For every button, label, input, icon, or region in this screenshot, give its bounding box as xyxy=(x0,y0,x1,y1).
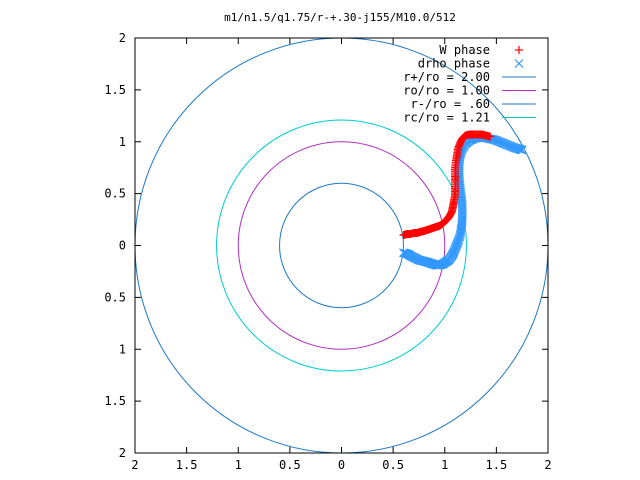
y-tick-label: 2 xyxy=(119,446,126,460)
circle-r-ro-60 xyxy=(279,182,404,309)
drho-phase-point xyxy=(457,205,467,215)
y-tick-label: 1 xyxy=(119,342,126,356)
drho-phase-point xyxy=(517,145,527,155)
legend-label-drho-phase: drho phase xyxy=(418,57,490,71)
chart-title: m1/n1.5/q1.75/r-+.30-j155/M10.0/512 xyxy=(224,11,456,24)
legend-marker-w-phase xyxy=(515,46,523,54)
drho-phase-point xyxy=(457,209,467,219)
drho-phase-point xyxy=(454,235,464,245)
x-tick-label: 0.5 xyxy=(382,458,404,472)
points-layer xyxy=(399,130,527,270)
x-tick-label: 1.5 xyxy=(486,458,508,472)
x-tick-label: 0.5 xyxy=(279,458,301,472)
legend-label-ro-ro-1-00: ro/ro = 1.00 xyxy=(403,84,490,98)
x-tick-label: 1 xyxy=(441,458,448,472)
x-tick-label: 0 xyxy=(338,458,345,472)
legend-label-w-phase: W phase xyxy=(439,43,490,57)
legend-label-rc-ro-1-21: rc/ro = 1.21 xyxy=(403,111,490,125)
drho-phase-point xyxy=(457,212,467,221)
drho-phase-point xyxy=(457,214,467,223)
legend-marker-drho-phase xyxy=(514,59,524,68)
x-tick-label: 2 xyxy=(544,458,551,472)
axis-ticks: 2 1.5 1 0.5 0 0.5 1 1.5 221.510.500.511.52 xyxy=(104,31,551,472)
circle-rc-ro-1-21 xyxy=(216,119,467,372)
legend-label-r-ro-60: r-/ro = .60 xyxy=(411,97,490,111)
x-tick-label: 2 xyxy=(131,458,138,472)
y-tick-label: 0 xyxy=(119,239,126,253)
drho-phase-point xyxy=(453,236,463,246)
x-tick-label: 1 xyxy=(235,458,242,472)
drho-phase-point xyxy=(457,207,467,217)
x-tick-label: 1.5 xyxy=(176,458,198,472)
y-tick-label: 2 xyxy=(119,31,126,45)
circle-ro-ro-1-00 xyxy=(237,141,446,350)
y-tick-label: 1.5 xyxy=(104,83,126,97)
y-tick-label: 1.5 xyxy=(104,394,126,408)
y-tick-label: 1 xyxy=(119,135,126,149)
drho-phase-point xyxy=(455,232,465,242)
w-phase-point xyxy=(486,132,495,141)
y-tick-label: 0.5 xyxy=(104,187,126,201)
y-tick-label: 0.5 xyxy=(104,290,126,304)
legend-label-r-ro-2-00: r+/ro = 2.00 xyxy=(403,70,490,84)
drho-phase-point xyxy=(454,233,464,243)
drho-phase-point xyxy=(457,216,467,226)
